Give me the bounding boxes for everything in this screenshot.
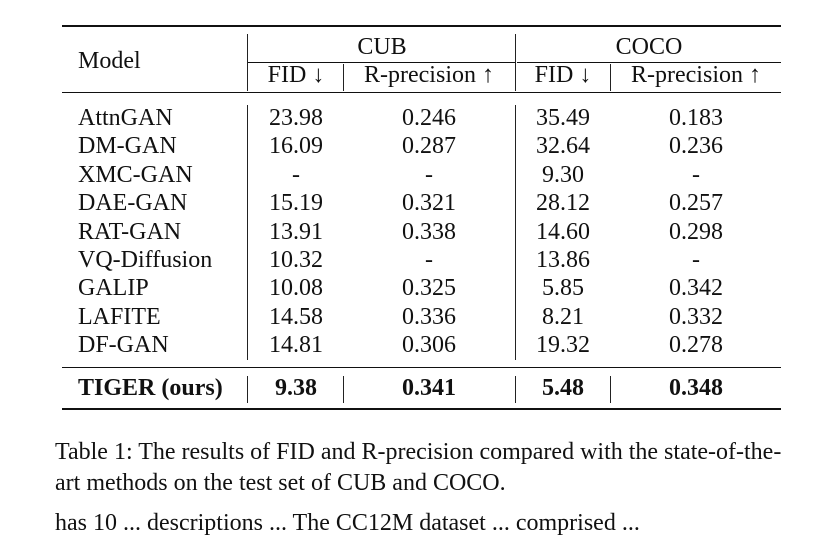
vline-group-sep-body: [515, 105, 516, 360]
ours-cub-rprecision: 0.341: [402, 375, 456, 401]
row-cub-fid: 13.91: [269, 218, 323, 245]
cub-rprecision-header: R-precision ↑: [364, 62, 494, 88]
table-bottom-rule: [62, 408, 781, 410]
row-model: LAFITE: [78, 303, 161, 330]
row-coco-rprecision: 0.183: [669, 105, 723, 131]
ours-cub-fid: 9.38: [275, 375, 317, 401]
row-model: DAE-GAN: [78, 190, 188, 217]
row-coco-rprecision: 0.332: [669, 303, 723, 330]
row-cub-fid: 14.58: [269, 303, 323, 330]
vline-cub-sub-header: [343, 64, 344, 91]
vline-model-sep-header: [247, 34, 248, 91]
cub-group-underline: [248, 62, 515, 63]
vline-ours-3: [515, 376, 516, 403]
row-cub-rprecision: 0.306: [402, 332, 456, 359]
row-coco-fid: 14.60: [536, 218, 590, 245]
row-model: XMC-GAN: [78, 161, 193, 188]
row-cub-rprecision: 0.338: [402, 218, 456, 245]
row-coco-fid: 9.30: [542, 161, 584, 188]
table-top-rule: [62, 25, 781, 27]
row-coco-rprecision: 0.298: [669, 218, 723, 245]
row-model: RAT-GAN: [78, 218, 182, 245]
row-cub-rprecision: -: [425, 161, 433, 188]
row-cub-rprecision: 0.325: [402, 275, 456, 302]
row-coco-fid: 35.49: [536, 105, 590, 131]
cub-fid-header: FID ↓: [267, 62, 325, 88]
row-model: DM-GAN: [78, 133, 177, 160]
row-coco-fid: 32.64: [536, 133, 590, 160]
row-coco-rprecision: -: [692, 161, 700, 188]
coco-group-underline: [517, 62, 781, 63]
row-cub-fid: 10.32: [269, 247, 323, 273]
row-model: VQ-Diffusion: [78, 247, 213, 273]
coco-fid-header: FID ↓: [534, 62, 592, 88]
coco-group-header: COCO: [615, 34, 683, 60]
table-caption: Table 1: The results of FID and R-precis…: [55, 439, 782, 496]
row-coco-fid: 28.12: [536, 190, 590, 217]
cub-group-header: CUB: [357, 34, 407, 60]
vline-model-sep-body: [247, 105, 248, 360]
row-coco-fid: 5.85: [542, 275, 584, 302]
row-cub-fid: 14.81: [269, 332, 323, 359]
row-coco-rprecision: -: [692, 247, 700, 273]
row-cub-fid: 15.19: [269, 190, 323, 217]
vline-ours-1: [247, 376, 248, 403]
ours-model: TIGER (ours): [78, 375, 223, 401]
coco-rprecision-header: R-precision ↑: [631, 62, 761, 88]
row-cub-fid: -: [292, 161, 300, 188]
ours-coco-rprecision: 0.348: [669, 375, 723, 401]
row-coco-rprecision: 0.278: [669, 332, 723, 359]
row-coco-rprecision: 0.236: [669, 133, 723, 160]
header-bottom-rule: [62, 92, 781, 93]
row-model: DF-GAN: [78, 332, 169, 359]
row-cub-rprecision: 0.246: [402, 105, 456, 131]
vline-ours-2: [343, 376, 344, 403]
vline-coco-sub-header: [610, 64, 611, 91]
row-cub-rprecision: 0.336: [402, 303, 456, 330]
row-cub-fid: 23.98: [269, 105, 323, 131]
vline-ours-4: [610, 376, 611, 403]
row-model: GALIP: [78, 275, 149, 302]
ours-coco-fid: 5.48: [542, 375, 584, 401]
row-coco-rprecision: 0.342: [669, 275, 723, 302]
row-cub-fid: 10.08: [269, 275, 323, 302]
model-header: Model: [78, 48, 141, 74]
row-coco-fid: 8.21: [542, 303, 584, 330]
row-cub-rprecision: 0.287: [402, 133, 456, 160]
row-cub-rprecision: 0.321: [402, 190, 456, 217]
ours-top-rule: [62, 367, 781, 368]
row-coco-fid: 13.86: [536, 247, 590, 273]
row-coco-fid: 19.32: [536, 332, 590, 359]
row-cub-rprecision: -: [425, 247, 433, 273]
row-coco-rprecision: 0.257: [669, 190, 723, 217]
row-model: AttnGAN: [78, 105, 173, 131]
row-cub-fid: 16.09: [269, 133, 323, 160]
cut-off-body-text: has 10 ... descriptions ... The CC12M da…: [55, 510, 640, 536]
vline-group-sep-header: [515, 34, 516, 91]
